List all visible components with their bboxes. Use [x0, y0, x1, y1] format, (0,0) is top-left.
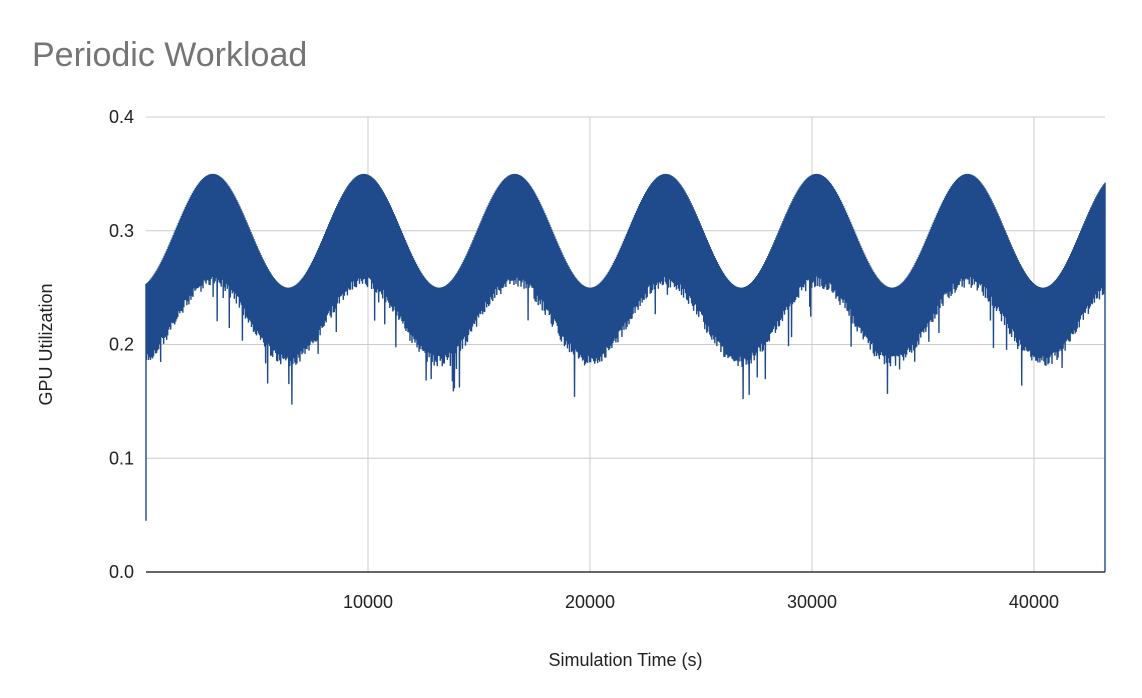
- x-tick-label: 30000: [787, 592, 837, 612]
- chart-title: Periodic Workload: [32, 36, 308, 74]
- x-tick-label: 40000: [1009, 592, 1059, 612]
- y-axis-ticks: 0.0 0.1 0.2 0.3 0.4: [109, 107, 134, 582]
- y-tick-label: 0.4: [109, 107, 134, 127]
- y-tick-label: 0.1: [109, 448, 134, 468]
- x-tick-label: 20000: [565, 592, 615, 612]
- x-tick-label: 10000: [343, 592, 393, 612]
- y-axis-label: GPU Utilization: [36, 283, 56, 405]
- y-tick-label: 0.3: [109, 221, 134, 241]
- y-tick-label: 0.0: [109, 562, 134, 582]
- x-axis-ticks: 10000 20000 30000 40000: [343, 592, 1059, 612]
- x-axis-label: Simulation Time (s): [548, 650, 702, 670]
- series-gpu-utilization: [145, 173, 1106, 572]
- y-tick-label: 0.2: [109, 335, 134, 355]
